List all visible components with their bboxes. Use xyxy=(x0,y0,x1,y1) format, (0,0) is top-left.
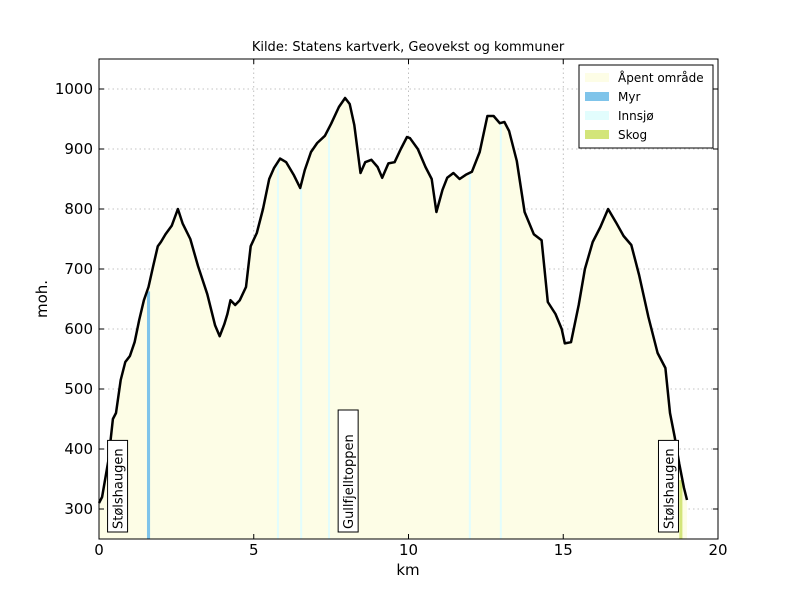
elevation-line xyxy=(97,96,689,504)
location-annotation: Stølshaugen xyxy=(657,439,679,533)
legend-swatch xyxy=(585,92,609,101)
band-myr xyxy=(146,291,151,539)
y-tick-label: 300 xyxy=(64,500,93,518)
open-area-fill xyxy=(99,98,687,539)
y-axis-title: moh. xyxy=(33,280,51,318)
chart-title: Kilde: Statens kartverk, Geovekst og kom… xyxy=(252,40,565,55)
annotation-label: Gullfjelltoppen xyxy=(342,434,357,529)
location-annotation: Gullfjelltoppen xyxy=(337,409,359,533)
x-tick-label: 15 xyxy=(554,541,573,559)
band-innsjø xyxy=(468,173,471,540)
band-innsjø xyxy=(300,188,303,539)
y-tick-label: 800 xyxy=(64,200,93,218)
annotation-label: Stølshaugen xyxy=(662,448,677,529)
band-innsjø xyxy=(328,129,331,540)
band-innsjø xyxy=(276,163,279,539)
legend-label: Åpent område xyxy=(618,70,704,85)
legend-label: Myr xyxy=(618,90,640,104)
legend-swatch xyxy=(585,111,609,120)
legend-swatch xyxy=(585,130,609,139)
legend-swatch xyxy=(585,73,609,82)
y-tick-label: 400 xyxy=(64,440,93,458)
y-axis: 300 400 500 600 700 800 900 1000 xyxy=(55,80,718,518)
band-innsjø xyxy=(499,123,502,539)
legend: Åpent område Myr Innsjø Skog xyxy=(578,64,714,149)
y-tick-label: 700 xyxy=(64,260,93,278)
x-tick-label: 5 xyxy=(249,541,259,559)
x-axis-title: km xyxy=(396,561,419,579)
x-axis: 0 5 10 15 20 xyxy=(94,59,728,559)
y-tick-label: 600 xyxy=(64,320,93,338)
location-annotations: Stølshaugen Gullfjelltoppen Stølshaugen xyxy=(107,409,679,533)
x-tick-label: 0 xyxy=(94,541,104,559)
y-tick-label: 500 xyxy=(64,380,93,398)
annotation-label: Stølshaugen xyxy=(112,448,127,529)
y-tick-label: 900 xyxy=(64,140,93,158)
location-annotation: Stølshaugen xyxy=(107,439,129,533)
annotation-box xyxy=(337,409,359,533)
y-tick-label: 1000 xyxy=(55,80,93,98)
x-tick-label: 20 xyxy=(708,541,727,559)
annotation-box xyxy=(107,439,129,533)
annotation-box xyxy=(657,439,679,533)
band-skog xyxy=(679,480,683,539)
legend-label: Skog xyxy=(618,128,647,142)
land-cover-bands xyxy=(146,123,683,540)
legend-label: Innsjø xyxy=(618,109,654,123)
x-tick-label: 10 xyxy=(399,541,418,559)
